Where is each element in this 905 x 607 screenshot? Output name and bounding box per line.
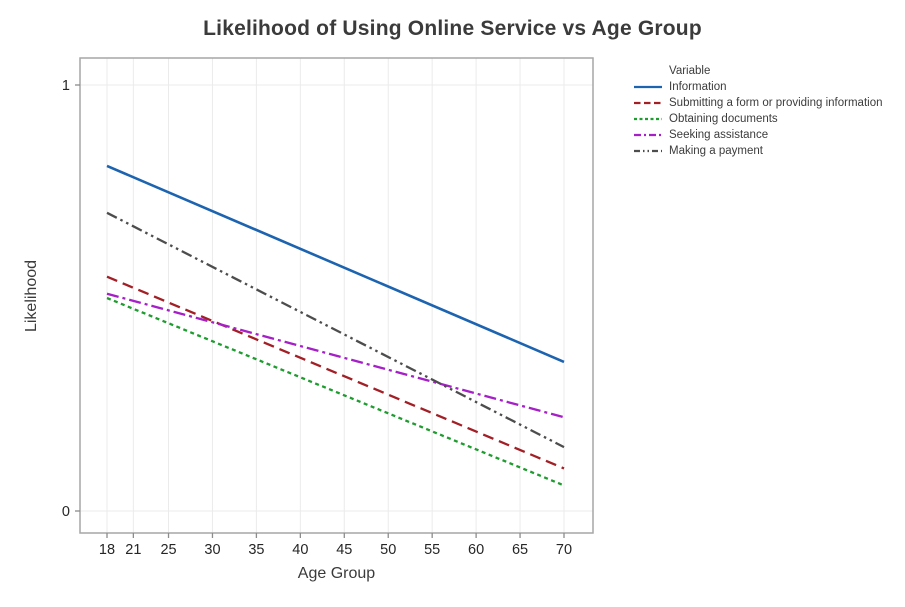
x-tick-label: 60 bbox=[468, 542, 484, 558]
legend-item-label: Making a payment bbox=[669, 145, 763, 157]
legend-item-label: Seeking assistance bbox=[669, 129, 769, 141]
x-axis-label: Age Group bbox=[297, 565, 376, 582]
legend-item-label: Obtaining documents bbox=[669, 113, 778, 125]
chart-title: Likelihood of Using Online Service vs Ag… bbox=[203, 17, 702, 40]
legend-item: Seeking assistance bbox=[633, 127, 883, 143]
legend-item: Submitting a form or providing informati… bbox=[633, 95, 883, 111]
legend-item: Making a payment bbox=[633, 143, 883, 159]
x-tick-label: 35 bbox=[248, 542, 264, 558]
x-tick-label: 70 bbox=[556, 542, 572, 558]
legend-line-swatch bbox=[634, 117, 662, 121]
series-line-making-a-payment bbox=[106, 211, 565, 449]
legend-line-swatch bbox=[634, 85, 662, 89]
legend-title: Variable bbox=[669, 65, 711, 77]
series-line-submitting-a-form-or-providing-information bbox=[106, 275, 565, 470]
x-tick-label: 21 bbox=[125, 542, 141, 558]
legend-line-swatch bbox=[634, 149, 662, 153]
series-line-seeking-assistance bbox=[106, 292, 565, 419]
x-tick-label: 50 bbox=[380, 542, 396, 558]
y-tick-label: 1 bbox=[62, 78, 70, 94]
x-tick-label: 45 bbox=[336, 542, 352, 558]
legend-line-swatch bbox=[634, 133, 662, 137]
x-tick-label: 65 bbox=[512, 542, 528, 558]
plot-border bbox=[79, 57, 594, 534]
x-tick-label: 55 bbox=[424, 542, 440, 558]
legend-item: Obtaining documents bbox=[633, 111, 883, 127]
legend-line-swatch bbox=[634, 101, 662, 105]
x-tick-label: 40 bbox=[292, 542, 308, 558]
legend-items: Information Submitting a form or providin… bbox=[633, 79, 883, 159]
legend-item-label: Information bbox=[669, 81, 727, 93]
legend-item-label: Submitting a form or providing informati… bbox=[669, 97, 883, 109]
x-tick-label: 25 bbox=[160, 542, 176, 558]
series-line-information bbox=[106, 164, 565, 364]
x-tick-label: 30 bbox=[204, 542, 220, 558]
y-axis-label: Likelihood bbox=[23, 259, 40, 333]
y-tick-label: 0 bbox=[62, 504, 70, 520]
x-tick-label: 18 bbox=[99, 542, 115, 558]
legend-item: Information bbox=[633, 79, 883, 95]
legend: Variable Information Submitting a form or… bbox=[633, 63, 883, 159]
series-line-obtaining-documents bbox=[106, 296, 565, 487]
